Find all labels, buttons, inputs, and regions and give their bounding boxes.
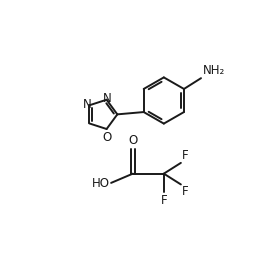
Text: O: O [102, 131, 111, 144]
Text: HO: HO [91, 177, 109, 190]
Text: F: F [161, 194, 167, 207]
Text: N: N [103, 93, 112, 106]
Text: F: F [182, 149, 188, 162]
Text: NH₂: NH₂ [203, 64, 225, 77]
Text: N: N [83, 98, 91, 111]
Text: O: O [128, 134, 137, 147]
Text: F: F [182, 185, 188, 198]
